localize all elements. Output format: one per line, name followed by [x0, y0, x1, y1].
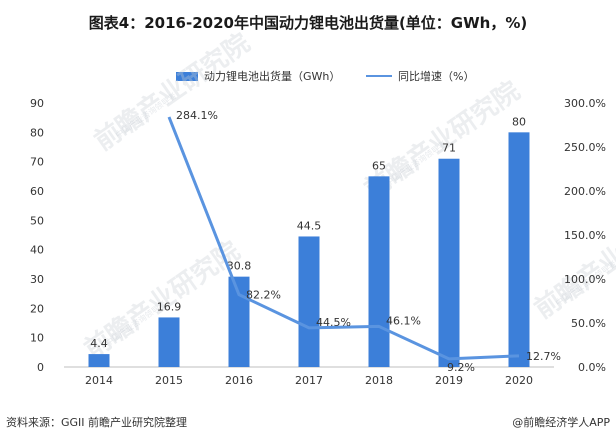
bar: [438, 158, 460, 367]
line-value-label: 46.1%: [386, 314, 421, 327]
line-value-label: 82.2%: [246, 289, 281, 302]
bar: [508, 132, 530, 367]
y-right-tick-label: 50.0%: [571, 317, 606, 330]
x-tick-label: 2014: [85, 374, 113, 387]
legend-item-line: 同比增速（%）: [366, 68, 474, 84]
bar-value-label: 30.8: [227, 260, 252, 273]
y-left-tick-label: 60: [30, 185, 44, 198]
x-tick-label: 2016: [225, 374, 253, 387]
x-tick-label: 2019: [435, 374, 463, 387]
x-tick-label: 2020: [505, 374, 533, 387]
growth-line: [167, 116, 520, 361]
y-left-tick-label: 50: [30, 214, 44, 227]
bar-value-label: 16.9: [157, 300, 182, 313]
bar-value-label: 44.5: [297, 219, 322, 232]
y-right-tick-label: 300.0%: [564, 97, 606, 110]
bar-value-label: 71: [442, 142, 456, 155]
line-value-label: 12.7%: [526, 350, 561, 363]
bar: [298, 236, 320, 367]
y-left-tick-label: 40: [30, 244, 44, 257]
x-tick-label: 2018: [365, 374, 393, 387]
y-left-tick-label: 70: [30, 156, 44, 169]
y-right-tick-label: 150.0%: [564, 229, 606, 242]
bar-value-label: 65: [372, 159, 386, 172]
legend: 动力锂电池出货量（GWh） 同比增速（%）: [0, 68, 616, 84]
y-left-tick-label: 0: [37, 361, 44, 374]
legend-bar-swatch: [176, 71, 198, 81]
y-left-tick-label: 80: [30, 126, 44, 139]
bar: [368, 176, 390, 367]
y-left-tick-label: 20: [30, 302, 44, 315]
chart-title: 图表4：2016-2020年中国动力锂电池出货量(单位：GWh，%): [88, 14, 528, 32]
brand-note: @前瞻经济学人APP: [512, 416, 610, 429]
line-value-label: 9.2%: [447, 361, 475, 374]
bar: [228, 276, 250, 367]
y-left-tick-label: 10: [30, 332, 44, 345]
line-value-label: 44.5%: [316, 316, 351, 329]
y-left-tick-label: 90: [30, 97, 44, 110]
x-tick-label: 2015: [155, 374, 183, 387]
x-tick-label: 2017: [295, 374, 323, 387]
y-left-tick-label: 30: [30, 273, 44, 286]
legend-line-label: 同比增速（%）: [398, 70, 475, 83]
source-note: 资料来源：GGII 前瞻产业研究院整理: [6, 416, 188, 429]
y-right-tick-label: 200.0%: [564, 185, 606, 198]
bar-value-label: 80: [512, 115, 526, 128]
y-right-tick-label: 250.0%: [564, 141, 606, 154]
legend-line-swatch: [366, 75, 392, 77]
legend-bar-label: 动力锂电池出货量（GWh）: [204, 70, 341, 83]
bar: [158, 317, 180, 367]
line-value-label: 284.1%: [176, 109, 218, 122]
bar-value-label: 4.4: [90, 337, 108, 350]
bar: [88, 354, 110, 367]
y-right-tick-label: 0.0%: [578, 361, 606, 374]
legend-item-bars: 动力锂电池出货量（GWh）: [176, 68, 340, 84]
y-right-tick-label: 100.0%: [564, 273, 606, 286]
